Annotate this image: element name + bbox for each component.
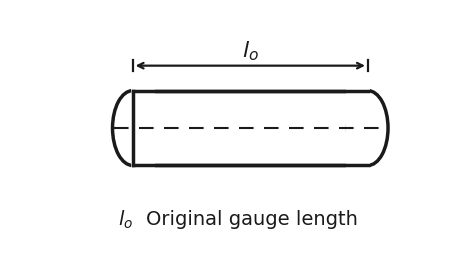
Bar xyxy=(131,86,155,170)
Text: Original gauge length: Original gauge length xyxy=(146,210,357,229)
Bar xyxy=(346,86,370,170)
Text: $l_o$: $l_o$ xyxy=(242,39,259,63)
Ellipse shape xyxy=(347,91,388,166)
Ellipse shape xyxy=(112,91,153,166)
Text: $l_o$: $l_o$ xyxy=(118,208,133,231)
